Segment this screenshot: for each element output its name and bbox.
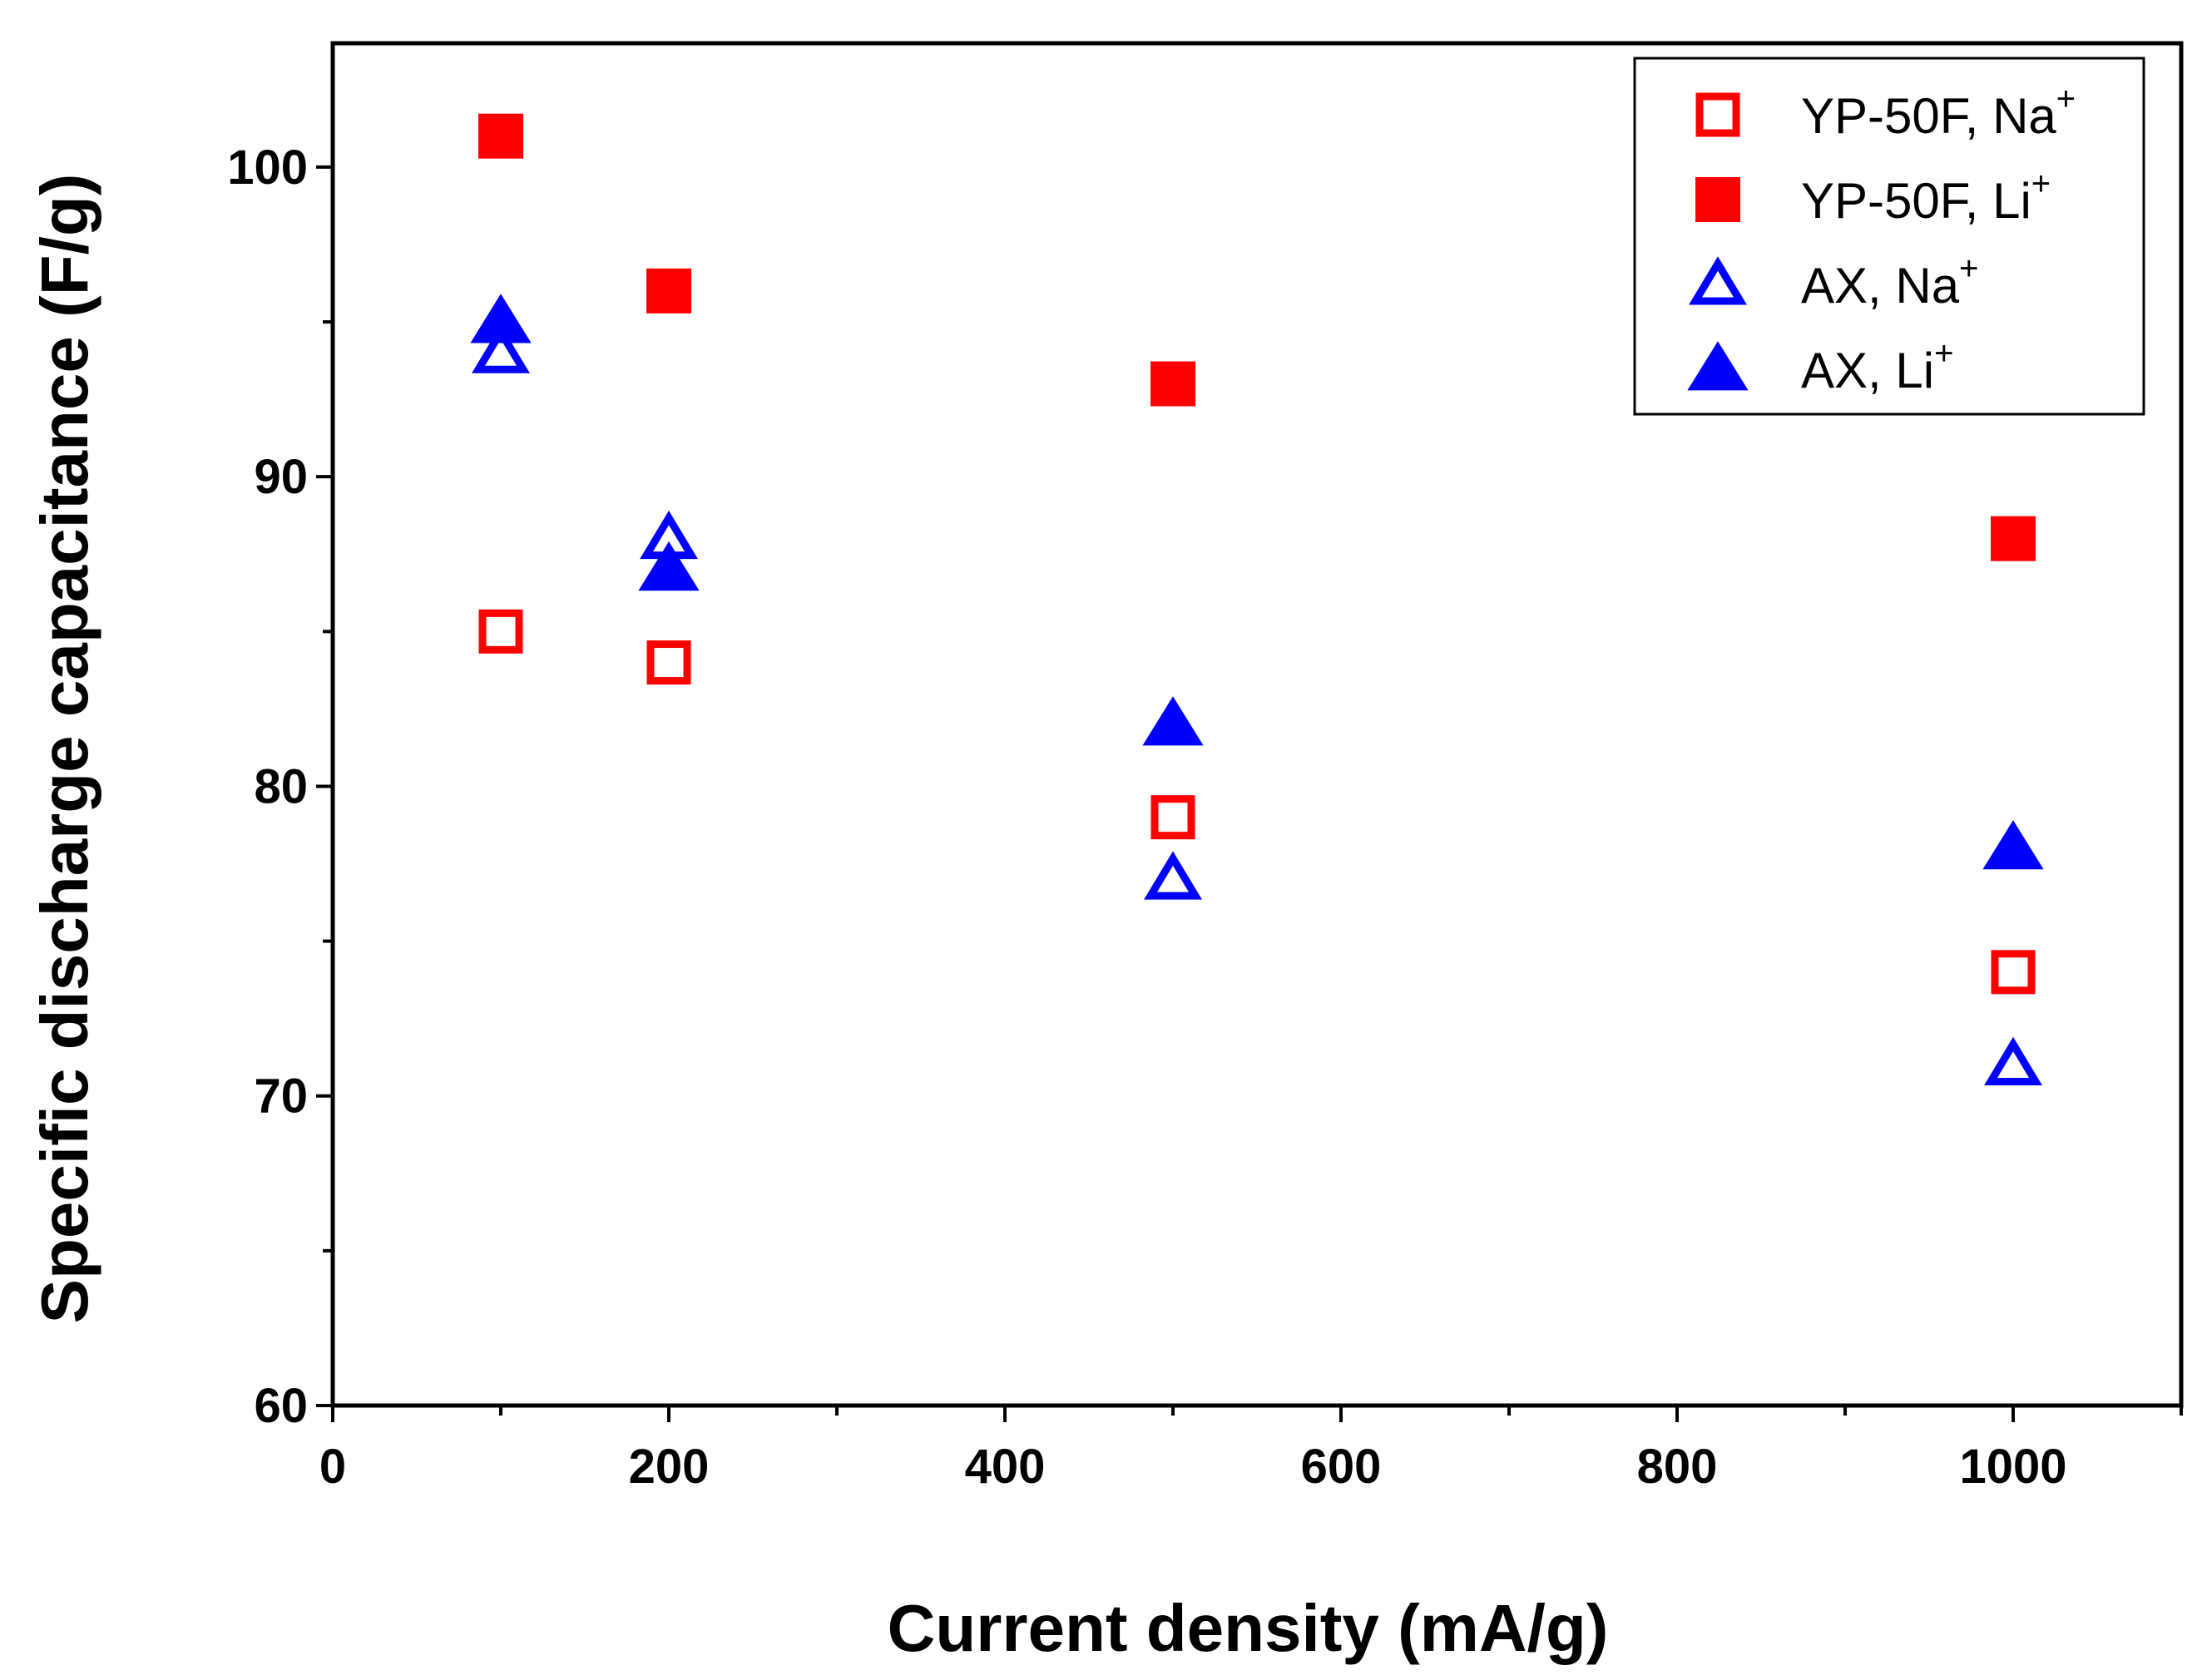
data-point [1991,950,2036,995]
data-point [1150,795,1195,840]
data-point [1150,361,1195,407]
data-point [646,268,691,314]
y-axis-title: Specific discharge capacitance (F/g) [27,174,101,1324]
x-tick-label: 600 [1301,1440,1382,1494]
data-point [470,294,532,343]
data-point [472,324,530,373]
y-tick-label: 80 [254,759,308,813]
data-point [638,541,700,591]
plot-frame [330,41,2184,1408]
series-3 [470,294,2044,870]
data-point [1144,851,1202,900]
data-points [470,113,2044,1085]
data-point [1142,696,1204,746]
legend-marker [1695,92,1740,137]
y-tick-label: 60 [254,1379,308,1433]
y-tick-labels: 60 70 80 90 100 [227,141,308,1433]
x-tick-label: 0 [319,1440,346,1494]
legend-marker [1687,341,1749,391]
legend-label: YP-50F, Na+ [1801,81,2076,144]
data-point [1991,516,2036,561]
data-point [1982,820,2044,870]
y-tick-label: 100 [227,141,308,195]
y-tick-label: 70 [254,1070,308,1124]
legend-marker [1695,177,1740,222]
legend: YP-50F, Na+ YP-50F, Li+ AX, Na+ AX, Li+ [1633,57,2145,416]
x-tick-labels: 0 200 400 600 800 1000 [319,1440,2067,1494]
series-2 [472,324,2042,1085]
x-tick-label: 400 [965,1440,1046,1494]
x-tick-label: 200 [629,1440,710,1494]
series-1 [478,113,2036,561]
legend-label: AX, Li+ [1801,335,1953,398]
legend-entry: YP-50F, Na+ [1695,81,2076,144]
legend-entry: AX, Na+ [1689,250,1978,314]
data-point [478,609,523,654]
legend-marker [1689,256,1747,305]
x-tick-label: 800 [1637,1440,1718,1494]
data-point [478,113,523,159]
series-0 [478,609,2036,995]
data-point [646,640,691,685]
data-point [1984,1036,2042,1085]
y-tick-label: 90 [254,450,308,504]
legend-label: AX, Na+ [1801,250,1978,314]
x-axis-title: Current density (mA/g) [888,1591,1609,1665]
legend-entry: AX, Li+ [1687,335,1953,398]
legend-entry: YP-50F, Li+ [1695,166,2051,229]
x-tick-label: 1000 [1959,1440,2066,1494]
legend-label: YP-50F, Li+ [1801,166,2051,229]
